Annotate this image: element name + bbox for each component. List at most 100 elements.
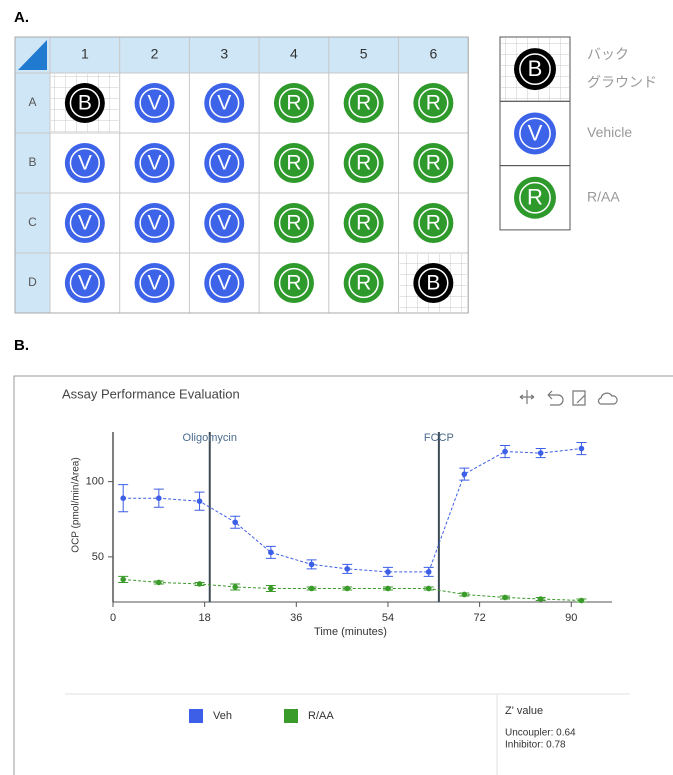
row-label: B: [28, 155, 36, 169]
data-point: [578, 597, 585, 604]
data-point: [461, 591, 468, 598]
legend-label: バック: [587, 46, 629, 62]
data-point: [308, 585, 315, 592]
event-label: FCCP: [424, 432, 454, 444]
data-point: [156, 495, 162, 501]
well-letter: R: [356, 152, 371, 175]
cloud-icon[interactable]: [597, 392, 618, 405]
well-ring: [348, 207, 379, 239]
well-ring: [139, 207, 170, 239]
well-ring: [348, 147, 379, 179]
well-letter: R: [527, 185, 543, 210]
well-letter: V: [148, 92, 162, 115]
panel-label: B.: [14, 337, 29, 354]
legend-label: グラウンド: [587, 74, 657, 90]
well-letter: V: [217, 152, 231, 175]
z-line: Inhibitor: 0.78: [505, 740, 566, 751]
well-ring: [418, 87, 449, 119]
data-point: [502, 448, 508, 455]
series-line: [123, 578, 582, 601]
legend-label: Vehicle: [587, 124, 632, 140]
well-letter: R: [426, 152, 441, 175]
well-letter: B: [528, 56, 543, 81]
undo-icon[interactable]: [547, 390, 564, 406]
well-letter: R: [426, 212, 441, 235]
panel-label: A.: [14, 9, 29, 26]
data-point: [425, 585, 432, 592]
well-ring: [278, 207, 310, 239]
well-ring: [519, 117, 551, 150]
data-point: [344, 585, 351, 592]
well-ring: [519, 53, 551, 86]
well-letter: R: [286, 152, 301, 175]
data-point: [196, 581, 203, 587]
x-tick-label: 72: [473, 612, 485, 624]
data-point: [461, 471, 468, 477]
well-ring: [418, 207, 449, 239]
well-ring: [69, 207, 100, 239]
z-line: Uncoupler: 0.64: [505, 728, 576, 739]
well-letter: V: [78, 152, 92, 175]
well-ring: [418, 147, 449, 179]
data-point: [268, 549, 274, 556]
data-point: [120, 495, 126, 501]
data-point: [537, 450, 544, 456]
well-ring: [278, 267, 310, 299]
well-ring: [139, 147, 170, 179]
data-point: [268, 585, 274, 592]
data-point: [196, 498, 203, 505]
column-label: 4: [290, 46, 298, 62]
well-letter: V: [148, 212, 162, 235]
well-letter: V: [148, 272, 162, 295]
column-label: 5: [360, 46, 368, 62]
x-tick-label: 54: [382, 612, 394, 624]
well-letter: R: [286, 272, 301, 295]
well-letter: V: [217, 92, 231, 115]
well-ring: [519, 181, 551, 214]
data-point: [385, 569, 391, 575]
well-ring: [69, 87, 100, 119]
well-letter: R: [356, 92, 371, 115]
well-ring: [278, 147, 310, 179]
pan-icon[interactable]: [519, 390, 535, 404]
well-letter: R: [356, 272, 371, 295]
well-ring: [209, 267, 240, 299]
chart: Assay Performance Evaluation 50 100 0 18 36 5…: [13, 375, 673, 775]
well-ring: [69, 267, 100, 299]
series-line: [123, 448, 582, 573]
row-label: C: [28, 215, 37, 229]
event-label: Oligomycin: [183, 432, 237, 444]
y-axis-label: OCP (pmol/min/Area): [71, 457, 82, 552]
column-label: 2: [151, 46, 159, 62]
data-point: [120, 576, 126, 583]
edit-icon[interactable]: [572, 390, 586, 406]
x-tick-label: 0: [110, 612, 116, 624]
toolbar: [519, 390, 618, 406]
well-letter: R: [356, 212, 371, 235]
x-axis-label: Time (minutes): [314, 626, 387, 638]
legend-cell: [499, 165, 571, 231]
data-point: [232, 519, 239, 526]
plate-border: [14, 36, 469, 314]
data-point: [344, 566, 351, 572]
legend-label: R/AA: [308, 710, 334, 722]
corner-triangle: [18, 40, 47, 70]
well-ring: [209, 87, 240, 119]
data-point: [502, 594, 508, 601]
row-label: D: [28, 275, 37, 289]
column-label: 3: [220, 46, 228, 62]
legend-label: Veh: [213, 710, 232, 722]
well-ring: [139, 87, 170, 119]
well-letter: B: [78, 92, 92, 115]
well-ring: [209, 207, 240, 239]
well-ring: [348, 267, 379, 299]
data-point: [156, 579, 162, 586]
well-letter: B: [426, 272, 440, 295]
column-label: 1: [81, 46, 89, 62]
well-ring: [348, 87, 379, 119]
x-tick-label: 36: [290, 612, 302, 624]
x-tick-label: 18: [199, 612, 211, 624]
data-point: [232, 584, 239, 590]
header-bg: [15, 37, 469, 73]
well-letter: V: [148, 152, 162, 175]
